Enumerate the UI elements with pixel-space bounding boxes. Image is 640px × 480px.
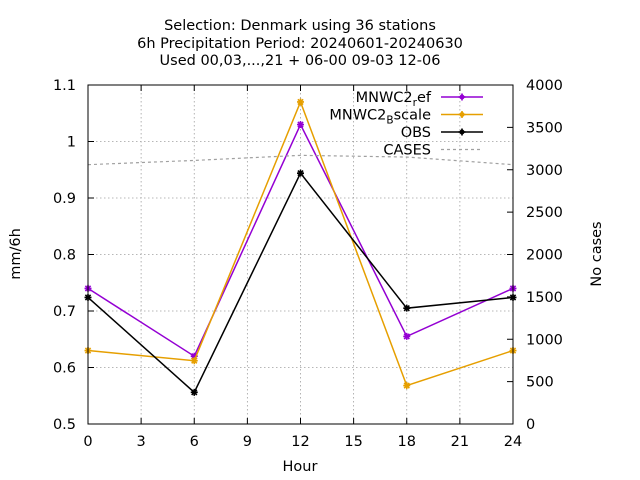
legend-label: CASES (383, 143, 431, 159)
y2-tick-label: 3000 (526, 163, 563, 179)
legend-entry: MNWC2Bscale (329, 108, 483, 127)
legend-entry: MNWC2ref (356, 90, 483, 109)
data-point-dot (404, 334, 409, 339)
series-mnwc2_ref (84, 121, 517, 360)
data-point-dot (298, 170, 303, 176)
x-tick-label: 6 (190, 434, 199, 450)
x-tick-label: 12 (291, 434, 309, 450)
title-line-3: Used 00,03,...,21 + 06-00 09-03 12-06 (160, 53, 441, 69)
x-tick-label: 15 (344, 434, 362, 450)
y-tick-label: 0.5 (53, 417, 76, 433)
y2-axis-label: No cases (589, 221, 605, 286)
data-point-dot (404, 305, 409, 311)
legend-label: MNWC2ref (356, 90, 432, 109)
data-point-dot (192, 390, 197, 395)
plot-border (87, 84, 514, 425)
grid-lines (88, 85, 513, 424)
y-tick-label: 0.7 (53, 304, 76, 320)
y2-tick-label: 3500 (526, 120, 563, 136)
y2-tick-label: 1500 (526, 290, 563, 306)
legend-marker-cross (458, 111, 466, 118)
y2-tick-label: 1000 (526, 332, 563, 348)
y-tick-label: 0.6 (53, 361, 76, 377)
x-tick-label: 24 (504, 434, 522, 450)
y2-tick-label: 2000 (526, 248, 563, 264)
y-tick-label: 1.1 (53, 78, 76, 94)
x-axis-ticks: 0 3 6 9 12 15 18 21 24 (83, 85, 522, 450)
title-line-2: 6h Precipitation Period: 20240601-202406… (137, 36, 463, 52)
x-axis-label: Hour (283, 459, 318, 475)
y2-tick-label: 4000 (526, 78, 563, 94)
x-tick-label: 21 (451, 434, 469, 450)
data-point-dot (404, 383, 409, 388)
legend-marker-cross (458, 93, 466, 101)
series-group (84, 98, 517, 396)
x-tick-label: 3 (137, 434, 146, 450)
chart-title: Selection: Denmark using 36 stations 6h … (137, 18, 463, 69)
x-tick-label: 9 (243, 434, 252, 450)
x-tick-label: 18 (398, 434, 416, 450)
y2-axis-ticks: 0 500 1000 1500 2000 2500 3000 3500 4000 (507, 78, 563, 433)
y-tick-label: 0.9 (53, 191, 76, 207)
y2-tick-label: 0 (526, 417, 535, 433)
series-cases (87, 154, 514, 166)
x-tick-label: 0 (83, 434, 92, 450)
y-axis-label: mm/6h (8, 228, 24, 280)
legend-marker-cross (458, 128, 466, 136)
data-point-dot (192, 358, 197, 363)
legend-label: MNWC2Bscale (329, 108, 431, 127)
legend-entry: CASES (383, 143, 483, 159)
legend-entry: OBS (401, 125, 483, 141)
y-tick-label: 1 (67, 135, 76, 151)
y-tick-label: 0.8 (53, 248, 76, 264)
data-point-dot (298, 122, 303, 127)
y2-tick-label: 2500 (526, 205, 563, 221)
legend-label: OBS (401, 125, 431, 141)
title-line-1: Selection: Denmark using 36 stations (164, 18, 436, 34)
y2-tick-label: 500 (526, 375, 554, 391)
data-point-dot (298, 99, 303, 105)
y-axis-ticks: 0.5 0.6 0.7 0.8 0.9 1 1.1 (53, 78, 94, 433)
series-line (87, 99, 514, 387)
series-line (87, 154, 514, 166)
